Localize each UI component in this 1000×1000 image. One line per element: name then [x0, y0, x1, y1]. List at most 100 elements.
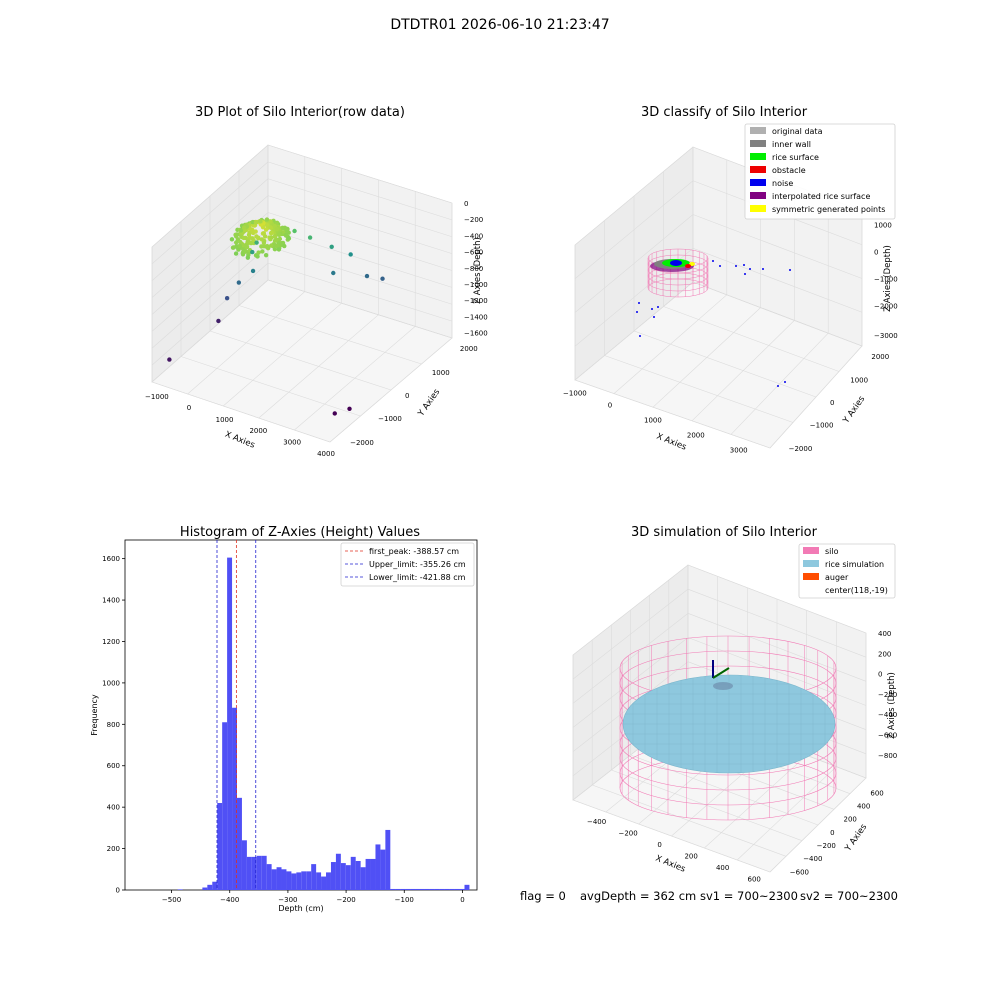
p2-noise-point [719, 265, 721, 267]
p3-histogram-bar [340, 863, 346, 890]
p1-data-point [280, 225, 285, 230]
p2-noise-point [657, 306, 659, 308]
p2-legend-label: rice surface [772, 153, 819, 162]
p4-y-tick-label: 600 [870, 789, 883, 797]
p3-legend-label: Lower_limit: -421.88 cm [369, 573, 466, 582]
p2-legend-label: inner wall [772, 140, 811, 149]
p1-y-tick-label: −1000 [378, 415, 402, 423]
p4-y-tick-label: −600 [790, 868, 809, 876]
p1-data-point [274, 237, 280, 243]
p1-x-tick-label: 3000 [283, 439, 301, 447]
p2-legend-label: obstacle [772, 166, 806, 175]
p2-legend-swatch [750, 179, 766, 186]
p2-title: 3D classify of Silo Interior [641, 105, 808, 120]
p1-data-point [364, 273, 370, 279]
p2-left-grid [574, 214, 694, 313]
p3-y-tick-label: 200 [107, 845, 120, 853]
p1-data-point [255, 254, 260, 259]
p1-floor-grid [238, 305, 422, 365]
p1-data-point [269, 243, 274, 248]
p3-histogram-bar [335, 853, 341, 890]
p1-data-point [259, 237, 265, 242]
p1-x-tick-label: 0 [187, 404, 191, 412]
p3-histogram-bar [232, 707, 237, 890]
p3-y-axis-label: Frequency [90, 694, 99, 736]
p1-data-point [241, 235, 246, 241]
p3-x-axis-label: Depth (cm) [278, 904, 323, 913]
p1-data-point [262, 234, 268, 239]
p4-legend-swatch [803, 573, 819, 580]
p3-histogram-bar [212, 881, 218, 890]
p2-legend-label: original data [772, 127, 823, 136]
p3-histogram-bar [434, 888, 440, 890]
p1-left-grid [151, 195, 269, 298]
avg-depth-status: avgDepth = 362 cm [580, 889, 697, 903]
p4-floor-grid [592, 784, 787, 857]
p3-axes-frame [124, 539, 478, 891]
p1-data-point [238, 228, 244, 233]
p1-data-point [332, 411, 337, 416]
p2-legend-label: noise [772, 179, 793, 188]
p3-histogram-bar [237, 797, 242, 890]
p1-data-point [329, 244, 334, 249]
p4-z-tick-label: 400 [878, 630, 891, 638]
p3-histogram-bar [415, 888, 420, 890]
p2-x-tick-label: 3000 [730, 446, 748, 454]
p4-left-grid [572, 564, 689, 656]
p2-floor-grid [574, 379, 771, 449]
p2-legend-swatch [750, 127, 766, 134]
p4-legend-swatch [803, 560, 819, 567]
p2-x-tick-label: 1000 [644, 417, 662, 425]
p2-x-tick-label: 2000 [687, 432, 705, 440]
p1-back-grid [267, 262, 453, 322]
p2-y-tick-label: −1000 [810, 421, 834, 429]
p1-data-point [229, 237, 235, 242]
p3-histogram-bar [345, 865, 351, 890]
p1-data-point [284, 228, 290, 234]
p2-y-tick-label: 1000 [850, 377, 868, 385]
p1-y-tick-label: 2000 [460, 345, 478, 353]
p3-y-tick-label: 600 [107, 762, 120, 770]
p1-x-tick-label: −1000 [145, 393, 169, 401]
p2-noise-point [784, 381, 786, 383]
p4-x-tick-label: 400 [716, 864, 729, 872]
p4-back-grid [687, 564, 867, 634]
p1-left-grid [151, 279, 269, 383]
p3-histogram-bar [350, 856, 356, 890]
p1-left-grid [151, 262, 269, 366]
p1-data-point [292, 228, 297, 234]
p4-x-tick-label: 0 [657, 841, 661, 849]
p3-histogram-bar [227, 557, 233, 890]
p2-z-tick-label: 0 [874, 249, 878, 257]
p2-z-tick-label: 1000 [874, 222, 892, 230]
p1-back-grid [267, 229, 453, 288]
p1-data-point [254, 234, 259, 239]
p1-data-point [268, 225, 273, 230]
p2-legend-swatch [750, 153, 766, 160]
p1-data-point [276, 247, 282, 252]
p1-data-point [224, 295, 230, 301]
p3-x-tick-label: −400 [220, 896, 239, 904]
p3-histogram-bar [464, 884, 470, 890]
p3-histogram-bar [444, 888, 450, 890]
p4-x-tick-label: −400 [587, 818, 606, 826]
p4-legend-label: center(118,-19) [825, 586, 888, 595]
p1-data-point [263, 227, 269, 232]
p2-noise-point [639, 335, 641, 337]
p1-back-grid [267, 212, 453, 271]
p4-back-grid [687, 637, 867, 706]
p2-noise-point [638, 302, 640, 304]
p3-title: Histogram of Z-Axies (Height) Values [180, 525, 420, 540]
p1-data-point [253, 229, 258, 234]
p3-histogram-bar [202, 887, 208, 890]
p2-legend-swatch [750, 140, 766, 147]
p4-floor-grid [611, 769, 803, 841]
p3-x-tick-label: −200 [336, 896, 355, 904]
p3-histogram-bar [400, 888, 406, 890]
p2-noise-point [743, 264, 745, 266]
simulation-3d-plot: 3D simulation of Silo Interior −400 −200 0 2… [572, 525, 897, 884]
p1-floor-grid [209, 330, 392, 391]
p1-z-tick-label: −1000 [464, 281, 488, 289]
p3-histogram-bar [177, 889, 183, 890]
p2-left-grid [574, 281, 694, 381]
